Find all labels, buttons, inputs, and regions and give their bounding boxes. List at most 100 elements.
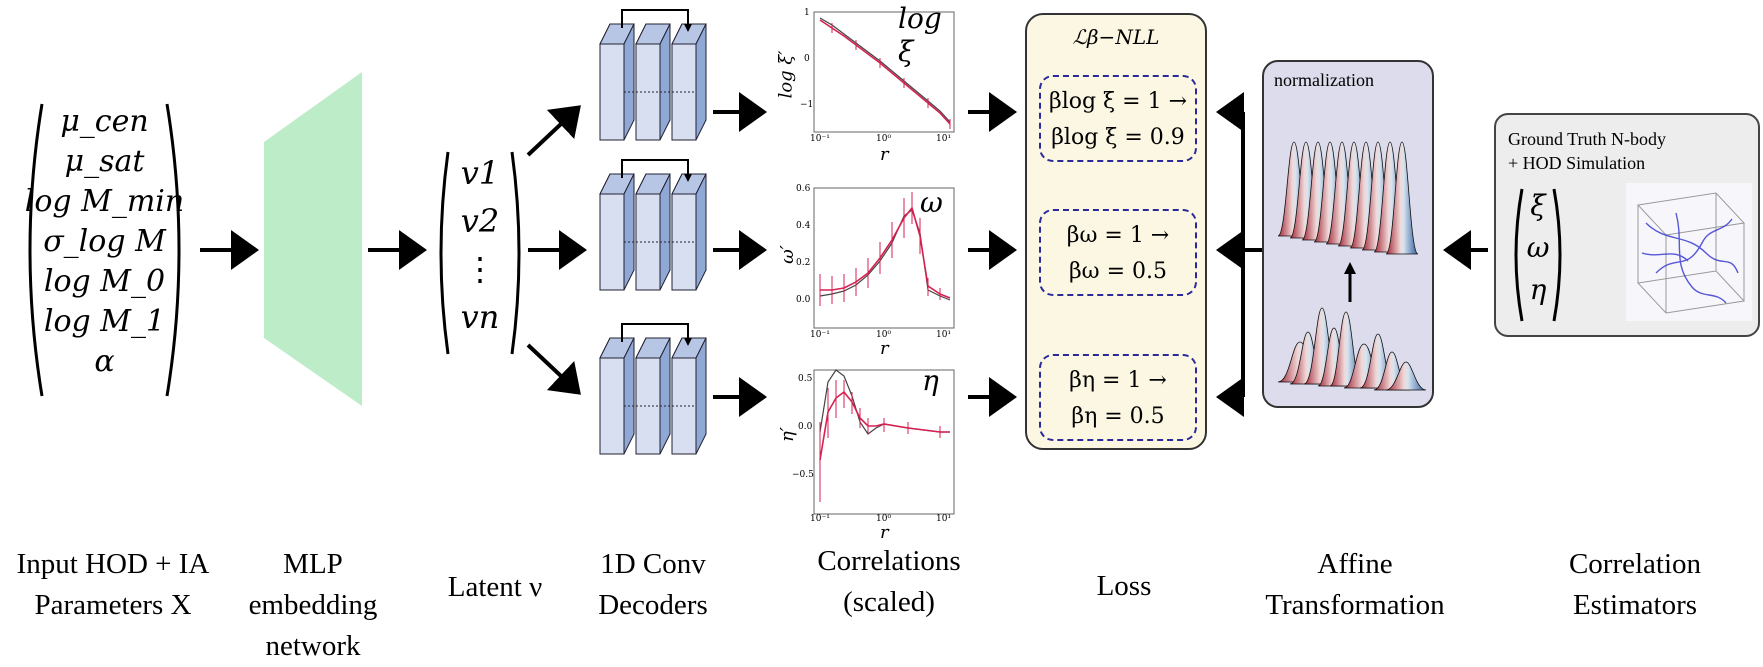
caption-mlp-line1: MLP <box>283 548 343 580</box>
caption-mlp-line2: embedding <box>248 589 378 621</box>
arrow-latent-to-dec1 <box>526 105 581 157</box>
decoder-2 <box>600 160 706 290</box>
normalization-distributions <box>1277 141 1427 391</box>
caption-correlations-line1: Correlations <box>817 545 961 577</box>
plot2-ytick-06: 0.6 <box>796 184 811 194</box>
caption-mlp-line3: network <box>265 630 361 662</box>
param-mu-sat: μ_sat <box>64 144 145 179</box>
caption-decoders-line2: Decoders <box>598 589 708 621</box>
caption-latent: Latent ν <box>447 571 543 603</box>
gt-brackets <box>1514 188 1562 322</box>
beta-omega-line2: βω = 0.5 <box>1068 259 1168 284</box>
plot1-series-gray <box>819 17 951 123</box>
param-sigma-logm: σ_log M <box>43 224 166 259</box>
plot2-error-bars <box>819 192 941 306</box>
plot2-title: ω <box>920 186 943 219</box>
beta-log-xi-line2: βlog ξ = 0.9 <box>1051 125 1185 150</box>
gt-line1: Ground Truth N-body <box>1508 129 1667 149</box>
caption-input-line2: Parameters X <box>34 589 192 621</box>
decoder-3 <box>600 324 706 454</box>
plot3-ylabel: η′ <box>776 427 798 442</box>
plot1-xtick-3: 10¹ <box>936 134 952 144</box>
plot2-ylabel: ω′ <box>776 245 798 264</box>
plot-log-xi: log ξ log ξ′ r 1 0 −1 10⁻¹ 10⁰ 10¹ <box>772 2 962 165</box>
plot3-xlabel: r <box>880 522 889 543</box>
plot2-ytick-02: 0.2 <box>796 258 811 268</box>
plot2-xtick-1: 10⁻¹ <box>810 330 830 340</box>
plot2-series-gray <box>819 209 951 301</box>
latent-v2: v2 <box>460 202 500 240</box>
plot-eta: η η′ r 0.5 0.0 −0.5 10⁻¹ 10⁰ 10¹ <box>772 362 962 543</box>
plot1-ytick-m1: −1 <box>800 100 814 110</box>
caption-estimators-line2: Estimators <box>1572 589 1698 621</box>
plot2-ytick-04: 0.4 <box>796 221 811 231</box>
plot1-series-red <box>819 19 951 125</box>
plot1-error-bars <box>831 23 951 129</box>
beta-box-eta: βη = 1 → βη = 0.5 <box>1039 354 1197 441</box>
normalization-label: normalization <box>1274 70 1374 90</box>
normalized-peaks <box>1277 141 1419 255</box>
plot3-xtick-2: 10⁰ <box>876 514 892 524</box>
plot1-ylabel: log ξ′ <box>775 50 797 99</box>
plot1-ytick-1: 1 <box>804 8 810 18</box>
caption-decoders: 1D Conv Decoders <box>580 544 726 626</box>
latent-dots: ⋮ <box>464 250 496 288</box>
plot1-xtick-1: 10⁻¹ <box>810 134 830 144</box>
plot3-title: η <box>922 364 939 397</box>
caption-correlations-line2: (scaled) <box>843 586 935 618</box>
mlp-trapezoid <box>264 72 362 406</box>
raw-peaks <box>1277 307 1427 391</box>
caption-input: Input HOD + IA Parameters X <box>0 544 226 626</box>
plot3-ytick-00: 0.0 <box>798 422 813 432</box>
gt-eta: η <box>1529 273 1547 306</box>
plot3-xtick-3: 10¹ <box>936 514 952 524</box>
plot2-xlabel: r <box>880 338 889 359</box>
latent-brackets <box>439 151 521 355</box>
plot2-xtick-2: 10⁰ <box>876 330 892 340</box>
caption-affine-line1: Affine <box>1317 548 1393 580</box>
beta-eta-line1: βη = 1 → <box>1069 368 1167 393</box>
param-mu-cen: μ_cen <box>60 104 149 139</box>
ground-truth-panel: Ground Truth N-body + HOD Simulation ξ ω… <box>1494 113 1760 337</box>
param-alpha: α <box>94 344 115 379</box>
beta-box-log-xi: βlog ξ = 1 → βlog ξ = 0.9 <box>1039 75 1197 162</box>
caption-input-line1: Input HOD + IA <box>16 548 210 580</box>
plot3-ytick-m05: −0.5 <box>792 470 814 480</box>
gt-line2: + HOD Simulation <box>1508 153 1646 173</box>
caption-decoders-line1: 1D Conv <box>600 548 706 580</box>
caption-estimators: Correlation Estimators <box>1530 544 1740 626</box>
beta-eta-line2: βη = 0.5 <box>1071 404 1165 429</box>
input-brackets <box>28 103 181 397</box>
normalization-panel: normalization <box>1262 60 1434 408</box>
simulation-cube-image <box>1626 183 1752 321</box>
plot1-ytick-0: 0 <box>804 54 810 64</box>
conv-decoders <box>588 0 716 470</box>
caption-estimators-line1: Correlation <box>1568 548 1702 580</box>
latent-vn: vn <box>460 298 500 336</box>
plot3-xtick-1: 10⁻¹ <box>810 514 830 524</box>
beta-omega-line1: βω = 1 → <box>1066 223 1170 248</box>
input-parameter-vector: μ_cen μ_sat log M_min σ_log M log M_0 lo… <box>12 100 197 400</box>
plot1-xlabel: r <box>880 144 889 165</box>
plot3-error-bars <box>819 380 941 502</box>
caption-loss: Loss <box>1096 570 1152 602</box>
latent-v1: v1 <box>460 154 500 192</box>
plot1-xtick-2: 10⁰ <box>876 134 892 144</box>
gt-xi: ξ <box>1530 189 1546 222</box>
caption-affine: Affine Transformation <box>1240 544 1470 626</box>
plot-log-xi-svg <box>813 11 955 133</box>
latent-vector: v1 v2 ⋮ vn <box>430 148 530 358</box>
caption-affine-line2: Transformation <box>1265 589 1445 621</box>
plot2-xtick-3: 10¹ <box>936 330 952 340</box>
beta-log-xi-line1: βlog ξ = 1 → <box>1048 89 1188 114</box>
plot-omega: ω ω′ r 0.6 0.4 0.2 0.0 10⁻¹ 10⁰ 10¹ <box>772 178 962 359</box>
decoder-1 <box>600 10 706 140</box>
gt-omega: ω <box>1526 231 1550 264</box>
caption-mlp: MLP embedding network <box>228 544 398 667</box>
arrow-latent-to-dec3 <box>526 343 581 395</box>
param-log-mmin: log M_min <box>24 184 185 219</box>
plot2-ytick-00: 0.0 <box>796 295 811 305</box>
beta-box-omega: βω = 1 → βω = 0.5 <box>1039 209 1197 296</box>
param-log-m0: log M_0 <box>43 264 166 299</box>
plot1-title: log ξ <box>898 2 942 68</box>
